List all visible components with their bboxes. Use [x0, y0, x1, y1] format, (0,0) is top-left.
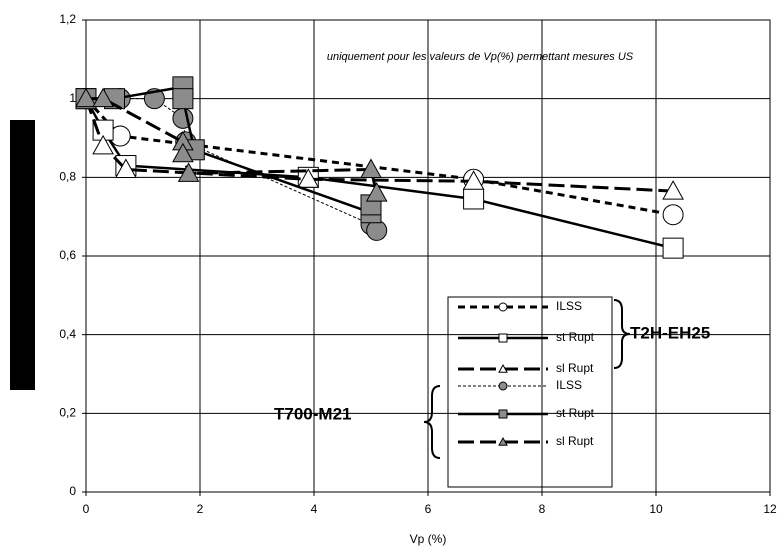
legend-label: ILSS	[556, 299, 582, 313]
y-tick-label: 0	[69, 484, 76, 498]
marker	[498, 333, 508, 343]
marker	[172, 88, 194, 110]
marker	[498, 409, 508, 419]
marker	[498, 381, 508, 391]
marker	[92, 134, 114, 155]
marker	[662, 204, 684, 226]
y-tick-label: 0,8	[59, 170, 76, 184]
marker	[498, 436, 508, 446]
marker	[360, 158, 382, 178]
marker	[177, 162, 200, 182]
note: uniquement pour les valeurs de Vp(%) per…	[327, 51, 634, 63]
marker	[498, 363, 508, 373]
y-tick-label: 0,6	[59, 248, 76, 262]
x-tick-label: 2	[197, 502, 204, 516]
x-tick-label: 4	[311, 502, 318, 516]
x-tick-label: 6	[425, 502, 432, 516]
x-tick-label: 12	[763, 502, 777, 516]
x-axis-label: Vp (%)	[410, 532, 447, 546]
marker	[115, 158, 137, 178]
x-tick-label: 10	[649, 502, 663, 516]
marker	[75, 87, 97, 108]
legend-label: st Rupt	[556, 330, 595, 344]
marker	[662, 180, 684, 200]
y-tick-label: 0,4	[59, 327, 76, 341]
group-label: T2H-EH25	[630, 323, 710, 342]
series-line	[84, 97, 674, 217]
marker	[462, 170, 485, 190]
legend-box	[447, 296, 613, 488]
group-label: T700-M21	[274, 404, 351, 423]
brace	[423, 385, 441, 459]
marker	[366, 219, 388, 241]
brace	[613, 299, 631, 369]
marker	[463, 188, 485, 210]
legend-label: sl Rupt	[556, 434, 594, 448]
marker	[297, 168, 320, 188]
marker	[172, 142, 194, 163]
x-tick-label: 8	[539, 502, 546, 516]
plot-border	[85, 19, 771, 493]
marker	[365, 182, 388, 202]
x-tick-label: 0	[83, 502, 90, 516]
legend-label: ILSS	[556, 378, 582, 392]
legend-label: st Rupt	[556, 406, 595, 420]
y-tick-label: 1	[69, 91, 76, 105]
marker	[498, 302, 508, 312]
marker	[92, 87, 114, 108]
legend-label: sl Rupt	[556, 361, 594, 375]
y-tick-label: 1,2	[59, 12, 76, 26]
series-line	[84, 98, 674, 193]
marker	[662, 237, 684, 259]
y-label-redacted	[10, 120, 35, 390]
y-tick-label: 0,2	[59, 406, 76, 420]
